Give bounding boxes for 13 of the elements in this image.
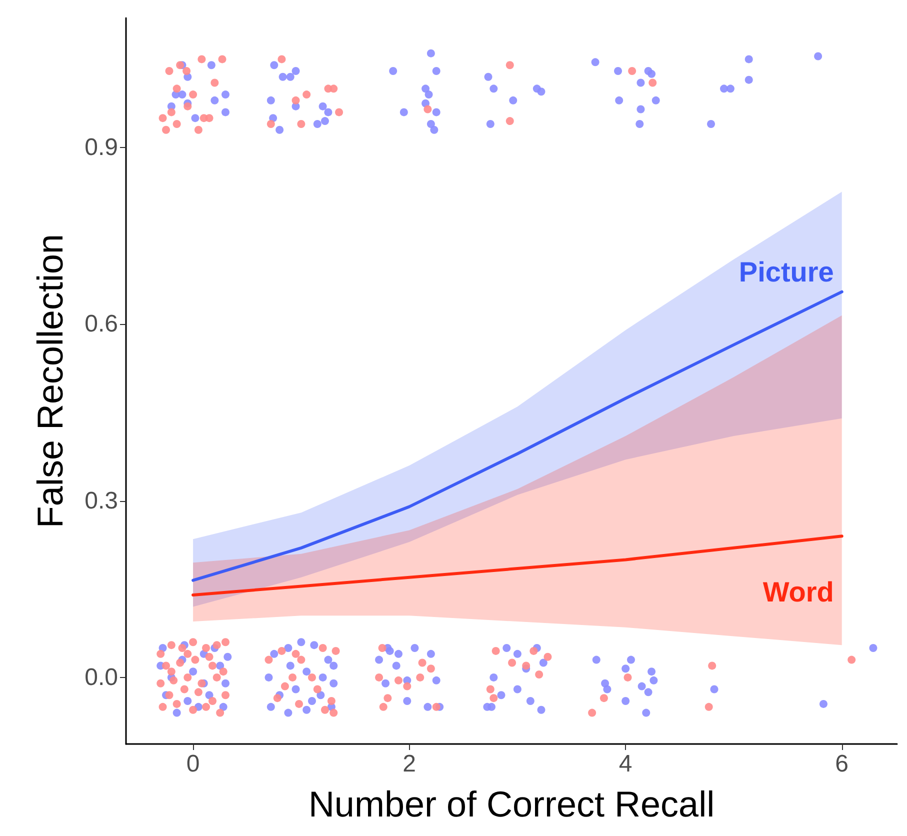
y-tick-label: 0.9 [84, 134, 118, 162]
y-tick-label: 0.0 [84, 664, 118, 691]
x-tick-label: 4 [618, 750, 632, 778]
x-tick-label: 2 [402, 750, 416, 778]
series-label: Picture [738, 256, 834, 288]
x-tick-label: 6 [835, 750, 849, 778]
y-tick-label: 0.3 [84, 487, 118, 514]
x-tick-label: 0 [186, 750, 200, 778]
series-label: Word [762, 576, 834, 608]
y-axis-title: False Recollection [30, 234, 70, 528]
y-tick-label: 0.6 [84, 310, 118, 338]
x-axis-title: Number of Correct Recall [308, 784, 715, 824]
line-series [192, 290, 844, 582]
